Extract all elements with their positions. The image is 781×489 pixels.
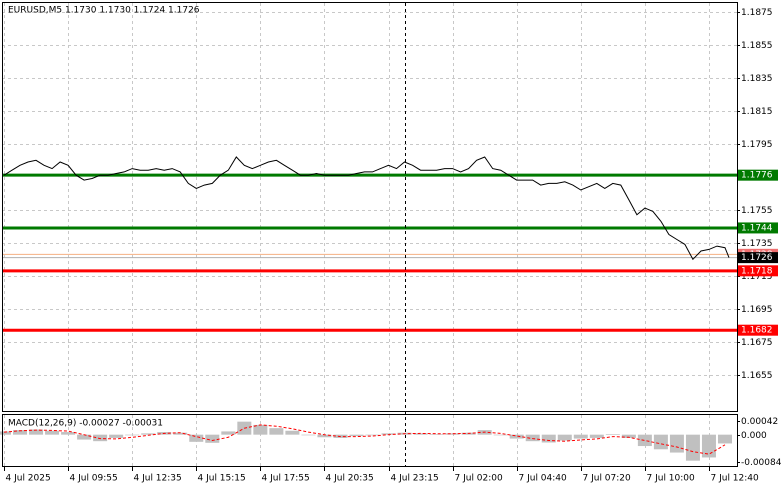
macd-bar	[701, 434, 716, 458]
macd-bar	[637, 434, 652, 447]
macd-bar	[685, 434, 700, 461]
macd-bar	[253, 424, 268, 435]
x-tick-label: 4 Jul 12:35	[134, 474, 182, 484]
level-label: 1.1744	[741, 223, 773, 233]
level-box	[738, 265, 778, 277]
macd-bar	[557, 434, 572, 441]
macd-bar	[429, 434, 444, 435]
macd-bar	[317, 434, 332, 438]
x-tick-label: 4 Jul 17:55	[262, 474, 310, 484]
macd-bar	[509, 434, 524, 439]
macd-bar	[141, 433, 156, 435]
macd-bar	[589, 434, 604, 438]
y-tick-label: 1.1755	[741, 206, 773, 216]
macd-bar	[221, 431, 236, 435]
y-tick-label: 1.1655	[741, 371, 773, 381]
macd-bar	[669, 434, 684, 453]
macd-bar	[77, 434, 92, 440]
macd-bar	[605, 434, 620, 435]
y-tick-label: 0.00042	[741, 417, 778, 427]
y-tick-label: 1.1835	[741, 74, 773, 84]
macd-bar	[653, 434, 668, 450]
y-tick-label: 1.1715	[741, 272, 773, 282]
x-tick-label: 4 Jul 23:15	[391, 474, 439, 484]
y-tick-label: 1.1795	[741, 140, 773, 150]
macd-bar	[493, 434, 508, 436]
plot-layer	[0, 3, 737, 466]
macd-bar	[269, 428, 284, 435]
macd-bar	[173, 432, 188, 435]
macd-bar	[717, 434, 732, 444]
y-tick-label: 1.1695	[741, 305, 773, 315]
macd-bar	[525, 434, 540, 442]
macd-bar	[381, 433, 396, 435]
macd-bar	[301, 434, 316, 436]
macd-bar	[445, 433, 460, 435]
macd-bar	[541, 434, 556, 443]
bid-label: 1.1726	[741, 253, 773, 263]
y-tick-label: 1.1815	[741, 107, 773, 117]
level-box	[738, 324, 778, 336]
level-label: 1.1682	[741, 326, 773, 336]
macd-bar	[61, 432, 76, 435]
macd-bar	[189, 434, 204, 442]
price-line	[3, 156, 730, 261]
macd-bar	[125, 434, 140, 436]
y-tick-label: 1.1675	[741, 338, 773, 348]
x-tick-label: 4 Jul 09:55	[70, 474, 118, 484]
macd-bar	[29, 429, 44, 435]
level-box	[738, 222, 778, 234]
macd-bar	[349, 434, 364, 436]
macd-bar	[573, 434, 588, 439]
chart-title: EURUSD,M5 1.1730 1.1730 1.1724 1.1726	[8, 6, 200, 16]
macd-bar	[413, 433, 428, 435]
x-tick-label: 7 Jul 12:40	[711, 474, 760, 484]
x-tick-label: 4 Jul 15:15	[198, 474, 246, 484]
x-tick-label: 7 Jul 02:00	[455, 474, 504, 484]
level-label: 1.1776	[741, 171, 773, 181]
macd-bar	[13, 430, 28, 435]
macd-bar	[93, 434, 108, 442]
y-tick-label: -0.00084	[741, 458, 781, 468]
level-box	[738, 169, 778, 181]
macd-bar	[205, 434, 220, 443]
y-tick-label: 1.1735	[741, 239, 773, 249]
macd-bar	[621, 434, 636, 438]
y-tick-label: 1.1875	[741, 8, 773, 18]
y-tick-label: 0.000	[741, 431, 767, 441]
x-tick-label: 7 Jul 07:20	[583, 474, 632, 484]
signal-line	[3, 424, 726, 455]
main-panel-frame	[2, 2, 738, 412]
x-tick-label: 7 Jul 04:40	[519, 474, 568, 484]
macd-bar	[109, 434, 124, 438]
x-tick-label: 4 Jul 2025	[6, 474, 51, 484]
macd-bar	[0, 431, 12, 435]
y-tick-label: 1.1855	[741, 41, 773, 51]
x-tick-label: 7 Jul 10:00	[647, 474, 696, 484]
macd-bar	[365, 434, 380, 436]
level-label: 1.1718	[741, 266, 773, 276]
macd-bar	[285, 430, 300, 435]
bid-box	[738, 252, 778, 264]
macd-panel-frame	[2, 414, 738, 467]
macd-bar	[45, 430, 60, 435]
macd-title: MACD(12,26,9) -0.00027 -0.00031	[8, 419, 163, 429]
x-tick-label: 4 Jul 20:35	[326, 474, 374, 484]
